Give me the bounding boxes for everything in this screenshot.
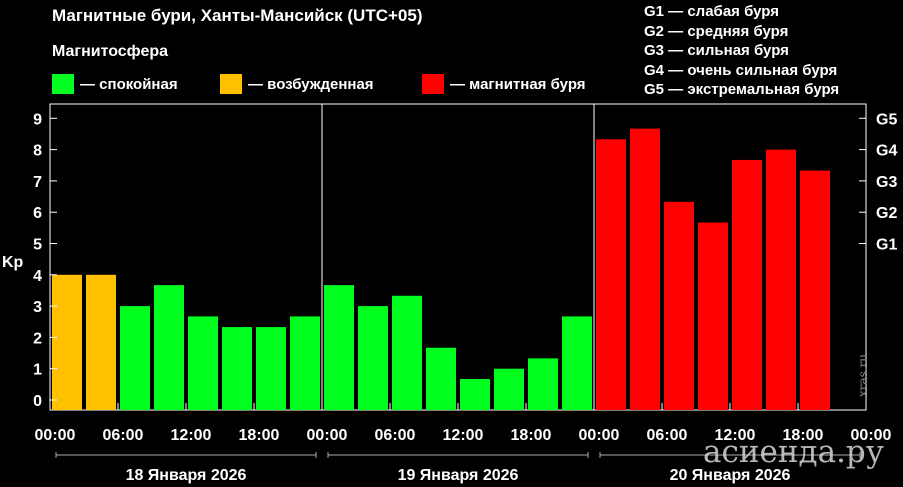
x-tick-label: 06:00 xyxy=(647,427,688,444)
chart-title: Магнитные бури, Ханты-Мансийск (UTC+05) xyxy=(52,6,423,25)
kp-bar xyxy=(664,201,694,410)
legend-label-storm: — магнитная буря xyxy=(450,75,586,93)
legend-heading: Магнитосфера xyxy=(52,43,169,60)
x-tick-label: 00:00 xyxy=(579,427,620,444)
kp-bar xyxy=(120,306,150,410)
kp-bar xyxy=(732,159,762,410)
kp-bar xyxy=(766,149,796,410)
kp-bar xyxy=(698,222,728,410)
kp-bar xyxy=(562,316,592,410)
x-tick-label: 00:00 xyxy=(307,427,348,444)
y-tick-label: 8 xyxy=(33,143,42,160)
x-tick-label: 18:00 xyxy=(511,427,552,444)
g-tick-label: G2 xyxy=(876,205,897,222)
kp-bar xyxy=(86,274,116,410)
g-tick-label: G1 xyxy=(876,237,897,254)
y-tick-label: 7 xyxy=(33,174,42,191)
g-tick-label: G4 xyxy=(876,143,897,160)
kp-bar xyxy=(290,316,320,410)
x-tick-label: 18:00 xyxy=(783,427,824,444)
y-tick-label: 4 xyxy=(33,268,42,285)
legend-swatch-storm xyxy=(422,74,444,94)
y-tick-label: 6 xyxy=(33,205,42,222)
kp-bar xyxy=(222,327,252,410)
watermark-brand: асиенда.ру xyxy=(703,434,885,470)
watermark-site: xras.ru xyxy=(856,353,870,397)
kp-bar xyxy=(528,358,558,410)
legend-swatch-active xyxy=(220,74,242,94)
kp-bar xyxy=(188,316,218,410)
kp-bar xyxy=(460,379,490,410)
y-tick-label: 3 xyxy=(33,299,42,316)
g-scale-item: G1 — слабая буря xyxy=(644,3,780,20)
kp-bar xyxy=(358,306,388,410)
x-tick-label: 06:00 xyxy=(375,427,416,444)
x-tick-label: 12:00 xyxy=(171,427,212,444)
legend-label-quiet: — спокойная xyxy=(80,75,178,93)
g-scale-item: G4 — очень сильная буря xyxy=(644,61,838,79)
kp-bar xyxy=(800,170,830,410)
x-tick-label: 12:00 xyxy=(715,427,756,444)
legend-swatch-quiet xyxy=(52,74,74,94)
g-scale-item: G3 — сильная буря xyxy=(644,42,789,59)
x-tick-label: 12:00 xyxy=(443,427,484,444)
kp-bar xyxy=(324,285,354,410)
g-tick-label: G3 xyxy=(876,174,897,191)
kp-bar xyxy=(494,368,524,410)
y-tick-label: 5 xyxy=(33,237,42,254)
y-tick-label: 2 xyxy=(33,330,42,347)
kp-bar xyxy=(52,274,82,410)
day-label: 19 Января 2026 xyxy=(398,467,519,484)
x-tick-label: 00:00 xyxy=(851,427,892,444)
kp-bar xyxy=(630,128,660,410)
y-tick-label: 0 xyxy=(33,393,42,410)
y-axis-label: Kp xyxy=(2,254,24,271)
g-scale-legend: G1 — слабая буря G2 — средняя буря G3 — … xyxy=(644,2,839,100)
day-label: 20 Января 2026 xyxy=(670,467,791,484)
kp-bar xyxy=(596,139,626,410)
x-tick-label: 06:00 xyxy=(103,427,144,444)
y-tick-label: 1 xyxy=(33,362,42,379)
kp-bar xyxy=(392,295,422,410)
g-scale-item: G5 — экстремальная буря xyxy=(644,81,840,98)
g-tick-label: G5 xyxy=(876,111,897,128)
day-label: 18 Января 2026 xyxy=(126,467,247,484)
x-tick-label: 18:00 xyxy=(239,427,280,444)
kp-bar xyxy=(154,285,184,410)
x-tick-label: 00:00 xyxy=(35,427,76,444)
g-scale-item: G2 — средняя буря xyxy=(644,22,789,40)
kp-bar xyxy=(256,327,286,410)
legend-label-active: — возбужденная xyxy=(248,75,374,93)
y-tick-label: 9 xyxy=(33,111,42,128)
legend-item-active: — возбужденная xyxy=(220,74,374,94)
legend-item-quiet: — спокойная xyxy=(52,74,178,94)
legend-item-storm: — магнитная буря xyxy=(422,74,586,94)
kp-bar xyxy=(426,347,456,410)
